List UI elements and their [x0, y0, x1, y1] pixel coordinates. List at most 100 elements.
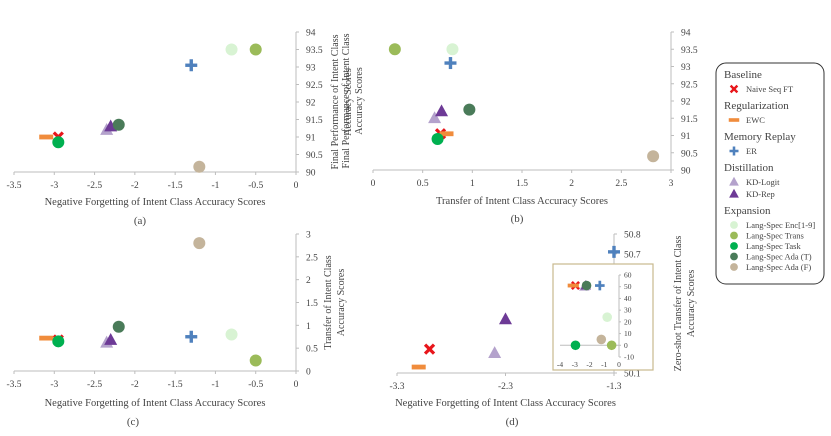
inset-x-tick-label: -4 [557, 360, 563, 369]
inset-x-tick-label: -1 [601, 360, 607, 369]
panel-c: -3.5 -3 -2.5 -2 -1.5 -1 -0.5 00 0.5 1 1.5 2 2.5 3 Nega… [6, 231, 347, 429]
point-ada_f [193, 237, 206, 250]
inset-y-tick-label: -10 [624, 353, 634, 362]
y-tick-label: 91 [306, 134, 316, 144]
y-tick-label: 93 [681, 63, 691, 73]
x-tick-label: -3.5 [6, 380, 21, 390]
point-trans [388, 43, 401, 56]
point-triangle-kd_logit [428, 111, 442, 124]
x-tick-label: 2 [569, 179, 574, 189]
point-er [444, 57, 457, 70]
point-ewc [39, 134, 54, 140]
point-er [595, 280, 605, 291]
point-circle-task [730, 242, 738, 250]
point-dash-ewc [728, 118, 740, 122]
inset-x-tick-label: -2 [586, 360, 592, 369]
x-tick-label: -2.5 [87, 380, 102, 390]
point-triangle-kd_rep [104, 332, 118, 345]
point-er [608, 245, 620, 258]
legend-item-label: KD-Logit [746, 177, 780, 187]
point-kd_rep [435, 104, 449, 117]
point-naive_seq_ft [423, 343, 436, 355]
y-axis-label: Transfer of Intent Class Accuracy Scores [323, 255, 347, 349]
y-tick-label: 91 [681, 132, 691, 142]
point-kd_rep [104, 119, 118, 132]
y-axis-label-line: Final Performance of Intent Class [330, 34, 341, 169]
inset-y-tick-label: 60 [624, 271, 632, 280]
x-axis-label: Negative Forgetting of Intent Class Accu… [45, 197, 266, 208]
point-circle-trans [388, 43, 401, 56]
point-kd_rep [729, 188, 739, 198]
point-kd_rep [499, 312, 512, 325]
y-tick-label: 91.5 [306, 116, 323, 126]
y-tick-label: 50.1 [624, 370, 641, 380]
point-circle-ada_t [463, 103, 476, 116]
legend-item-label: Lang-Spec Trans [746, 231, 804, 241]
legend-group-title: Expansion [724, 205, 771, 217]
legend-group-title: Regularization [724, 100, 789, 112]
point-circle-enc [602, 312, 612, 322]
x-tick-label: 3 [669, 179, 674, 189]
point-er [729, 146, 739, 156]
panel-b: 0 0.5 1 1.5 2 2.5 3 90 90.5 91 91.5 92 92.5 93 93.5 94 T… [341, 29, 698, 226]
x-tick-label: -0.5 [248, 181, 263, 191]
point-task [52, 136, 65, 149]
x-tick-label: -0.5 [248, 380, 263, 390]
legend-item-label: ER [746, 146, 757, 156]
x-tick-label: 1.5 [516, 179, 528, 189]
y-tick-label: 90.5 [306, 151, 323, 161]
panel-d: -3.3-2.3-1.350.150.250.350.450.550.650.7… [389, 231, 697, 429]
point-ada_t [112, 320, 125, 333]
y-axis-label-line: Accuracy Scores [354, 67, 365, 135]
x-tick-label: -2.5 [87, 181, 102, 191]
point-ada_t [112, 118, 125, 131]
y-tick-label: 93 [306, 64, 316, 74]
point-ada_t [463, 103, 476, 116]
point-er [185, 59, 198, 72]
point-circle-enc [225, 43, 238, 56]
point-kd_rep [104, 332, 118, 345]
y-tick-label: 93.5 [306, 46, 323, 56]
legend-item-label: EWC [746, 115, 765, 125]
point-dash-ewc [439, 131, 454, 137]
x-tick-label: -2 [131, 181, 139, 191]
point-enc [225, 43, 238, 56]
point-task [570, 340, 581, 351]
y-tick-label: 2.5 [306, 253, 318, 263]
point-circle-ada_f [596, 334, 607, 345]
y-axis-label-line: Zero-shot Transfer of Intent Class [673, 236, 684, 372]
point-ewc [728, 118, 740, 122]
panel-label: (a) [134, 215, 147, 227]
point-circle-ada_f [730, 263, 738, 271]
point-circle-enc [446, 43, 459, 56]
y-axis-label-line: Transfer of Intent Class [323, 255, 334, 349]
legend-frame [715, 62, 825, 285]
inset-y-tick-label: 30 [624, 306, 632, 315]
y-tick-label: 92 [306, 99, 316, 109]
y-tick-label: 90.5 [681, 149, 698, 159]
point-trans [249, 43, 262, 56]
point-enc [730, 221, 738, 229]
legend-item-label: Naive Seq FT [746, 84, 794, 94]
y-axis-label-line: Accuracy Scores [343, 68, 354, 136]
panel-label: (b) [511, 213, 524, 225]
x-tick-label: -1.3 [606, 382, 621, 392]
x-tick-label: 0 [371, 179, 376, 189]
x-tick-label: -2 [131, 380, 139, 390]
point-x-stroke [423, 343, 436, 355]
inset-y-tick-label: 10 [624, 329, 632, 338]
point-kd_logit [488, 346, 502, 359]
panel-a: -3.5 -3 -2.5 -2 -1.5 -1 -0.5 0 90 90.5 91 91.5 92 92.… [6, 29, 354, 228]
point-circle-trans [249, 354, 262, 367]
point-circle-ada_f [193, 237, 206, 250]
point-triangle-kd_rep [499, 312, 512, 325]
legend-item-label: Lang-Spec Enc[1-9] [746, 220, 815, 230]
y-tick-label: 92.5 [306, 81, 323, 91]
point-trans [249, 354, 262, 367]
y-tick-label: 90 [306, 169, 316, 179]
panel-label: (c) [127, 416, 140, 428]
point-ada_f [647, 150, 660, 163]
inset-y-tick-label: 40 [624, 294, 632, 303]
